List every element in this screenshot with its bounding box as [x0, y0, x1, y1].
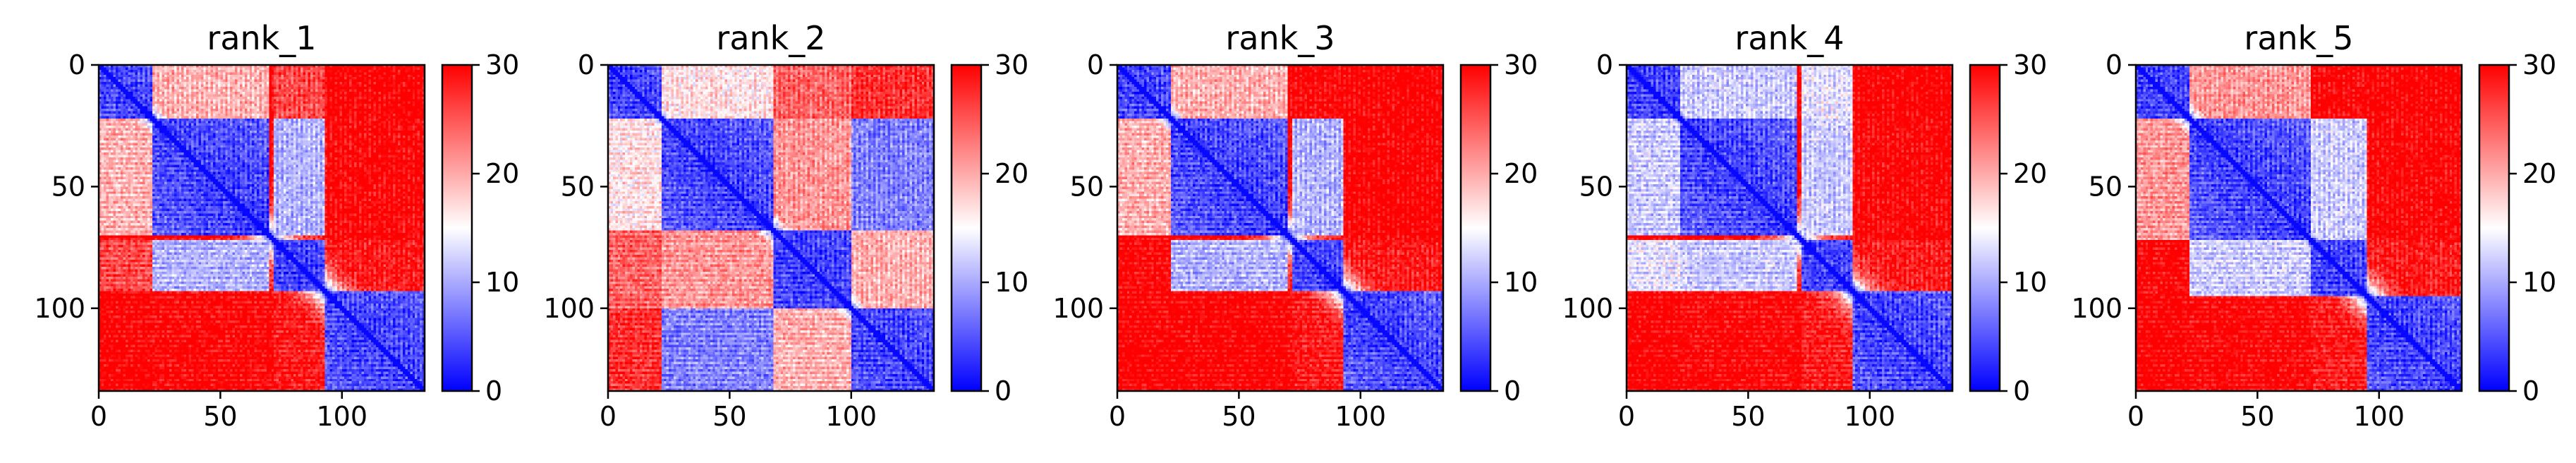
y-tick-label: 50: [561, 171, 595, 202]
x-tick-label: 0: [90, 401, 107, 432]
colorbar-tick-label: 0: [485, 375, 502, 407]
heatmap-panel-2: rank_2 0 50 100 0 50 100 0 10 20 30: [543, 19, 1028, 432]
x-tick-label: 50: [2240, 401, 2274, 432]
x-tick-label: 0: [2127, 401, 2144, 432]
colorbar-tick-label: 10: [995, 267, 1028, 298]
heatmap-image: [608, 65, 934, 391]
heatmap-frame: [1625, 64, 1954, 392]
colorbar-tick-label: 10: [2522, 267, 2556, 298]
colorbar-tick-label: 20: [485, 158, 519, 189]
heatmap-panel-1: rank_1 0 50 100 0 50 100 0 10 20 30: [34, 19, 519, 432]
heatmap-frame: [2134, 64, 2463, 392]
panel-title: rank_2: [716, 19, 825, 57]
x-tick-label: 100: [826, 401, 877, 432]
y-tick-label: 100: [1562, 293, 1613, 324]
colorbar-frame: [1459, 64, 1492, 392]
x-tick-label: 0: [1109, 401, 1126, 432]
colorbar-tick-label: 0: [2013, 375, 2030, 407]
heatmap-image: [1627, 65, 1952, 391]
y-tick-label: 50: [1070, 171, 1104, 202]
x-tick-label: 50: [1731, 401, 1765, 432]
heatmap-image: [2136, 65, 2462, 391]
x-tick-label: 100: [317, 401, 368, 432]
heatmap-panel-4: rank_4 0 50 100 0 50 100 0 10 20 30: [1562, 19, 2047, 432]
colorbar: [952, 65, 981, 391]
colorbar-frame: [441, 64, 473, 392]
colorbar-tick-label: 30: [485, 49, 519, 80]
heatmap-image: [1117, 65, 1443, 391]
panel-title: rank_5: [2244, 19, 2353, 57]
colorbar-tick-label: 10: [2013, 267, 2047, 298]
colorbar-frame: [2478, 64, 2510, 392]
x-tick-label: 0: [1618, 401, 1635, 432]
y-tick-label: 0: [1087, 49, 1104, 80]
colorbar-tick-label: 10: [485, 267, 519, 298]
x-tick-label: 0: [600, 401, 616, 432]
colorbar-frame: [1969, 64, 2001, 392]
y-tick-label: 100: [1052, 293, 1104, 324]
colorbar-tick-label: 20: [2522, 158, 2556, 189]
y-tick-label: 0: [1596, 49, 1613, 80]
x-tick-label: 100: [1845, 401, 1896, 432]
y-tick-label: 0: [68, 49, 85, 80]
colorbar-tick-label: 20: [2013, 158, 2047, 189]
panel-title: rank_1: [207, 19, 316, 57]
colorbar-tick-label: 30: [995, 49, 1028, 80]
heatmap-panel-3: rank_3 0 50 100 0 50 100 0 10 20 30: [1052, 19, 1538, 432]
y-tick-label: 50: [2089, 171, 2122, 202]
colorbar-frame: [950, 64, 983, 392]
colorbar-tick-label: 30: [2013, 49, 2047, 80]
y-tick-label: 50: [1579, 171, 1613, 202]
heatmap-frame: [1116, 64, 1445, 392]
x-tick-label: 50: [712, 401, 746, 432]
colorbar-tick-label: 30: [2522, 49, 2556, 80]
x-tick-label: 100: [1335, 401, 1387, 432]
heatmap-image: [99, 65, 425, 391]
heatmap-panel-5: rank_5 0 50 100 0 50 100 0 10 20 30: [2071, 19, 2556, 432]
heatmap-frame: [97, 64, 426, 392]
y-tick-label: 50: [51, 171, 85, 202]
colorbar: [1970, 65, 2000, 391]
y-tick-label: 100: [543, 293, 595, 324]
colorbar-tick-label: 20: [1504, 158, 1538, 189]
colorbar: [1461, 65, 1490, 391]
colorbar: [442, 65, 472, 391]
x-tick-label: 100: [2354, 401, 2405, 432]
colorbar-tick-label: 30: [1504, 49, 1538, 80]
x-tick-label: 50: [203, 401, 237, 432]
colorbar-tick-label: 0: [1504, 375, 1521, 407]
colorbar-tick-label: 0: [2522, 375, 2539, 407]
y-tick-label: 0: [578, 49, 595, 80]
colorbar: [2479, 65, 2509, 391]
x-tick-label: 50: [1222, 401, 1256, 432]
y-tick-label: 100: [2071, 293, 2122, 324]
y-tick-label: 0: [2106, 49, 2122, 80]
colorbar-tick-label: 0: [995, 375, 1011, 407]
colorbar-tick-label: 20: [995, 158, 1028, 189]
panel-title: rank_3: [1225, 19, 1335, 57]
colorbar-tick-label: 10: [1504, 267, 1538, 298]
panel-title: rank_4: [1734, 19, 1844, 57]
heatmap-frame: [607, 64, 935, 392]
y-tick-label: 100: [34, 293, 85, 324]
